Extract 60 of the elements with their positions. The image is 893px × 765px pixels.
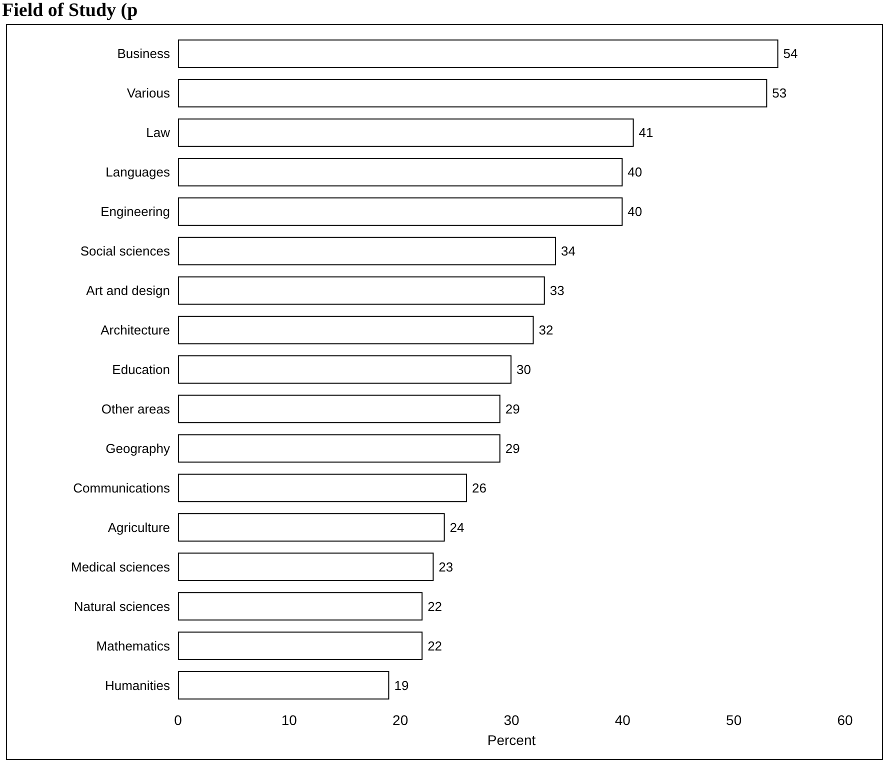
y-tick-label: Mathematics [96,638,170,654]
bar [178,513,445,542]
bar [178,355,512,384]
data-label: 29 [505,401,520,416]
data-label: 53 [772,86,787,101]
bar [178,40,778,68]
data-label: 41 [638,125,654,140]
bar [178,118,634,147]
bar [178,236,556,266]
bar [178,197,623,226]
x-tick-label: 0 [174,712,182,728]
data-label: 22 [428,638,442,654]
bar [178,434,500,463]
y-tick-label: Business [117,46,170,62]
bar [178,592,423,621]
data-label: 24 [450,520,464,535]
bar [178,316,534,344]
data-label: 30 [516,362,531,377]
x-axis-title: Percent [487,732,536,748]
x-tick-label: 50 [726,712,742,728]
bar [178,78,768,108]
data-label: 54 [783,46,798,62]
data-label: 22 [428,598,442,614]
bar [178,394,500,424]
chart-title: Field of Study (p [2,0,138,22]
bar [178,158,623,186]
y-tick-label: Engineering [100,204,170,220]
y-tick-label: Agriculture [108,520,170,535]
y-tick-label: Humanities [104,678,170,693]
y-tick-label: Law [146,125,171,140]
y-tick-label: Medical sciences [71,559,170,574]
bar [178,671,390,700]
data-label: 34 [560,244,576,259]
bar [178,474,468,502]
data-label: 26 [472,480,486,496]
x-tick-label: 60 [837,712,853,728]
data-label: 40 [628,204,642,220]
y-tick-label: Various [126,86,170,101]
data-label: 23 [438,559,454,574]
data-label: 32 [538,322,554,338]
y-tick-label: Architecture [100,322,170,338]
y-tick-label: Geography [106,440,170,456]
y-tick-label: Education [112,362,170,377]
x-tick-label: 40 [614,712,631,728]
bar [178,632,423,660]
bar [178,276,545,305]
data-label: 40 [628,164,642,180]
y-tick-label: Natural sciences [74,598,170,614]
y-tick-label: Art and design [86,283,170,298]
bar [178,552,434,582]
data-label: 19 [394,678,409,693]
data-label: 29 [505,440,520,456]
y-tick-label: Languages [106,164,170,180]
y-tick-label: Communications [73,480,170,496]
x-tick-label: 20 [392,712,408,728]
data-label: 33 [550,283,564,298]
y-tick-label: Other areas [101,401,170,416]
x-tick-label: 30 [504,712,520,728]
x-tick-label: 10 [281,712,298,728]
y-tick-label: Social sciences [80,244,170,259]
